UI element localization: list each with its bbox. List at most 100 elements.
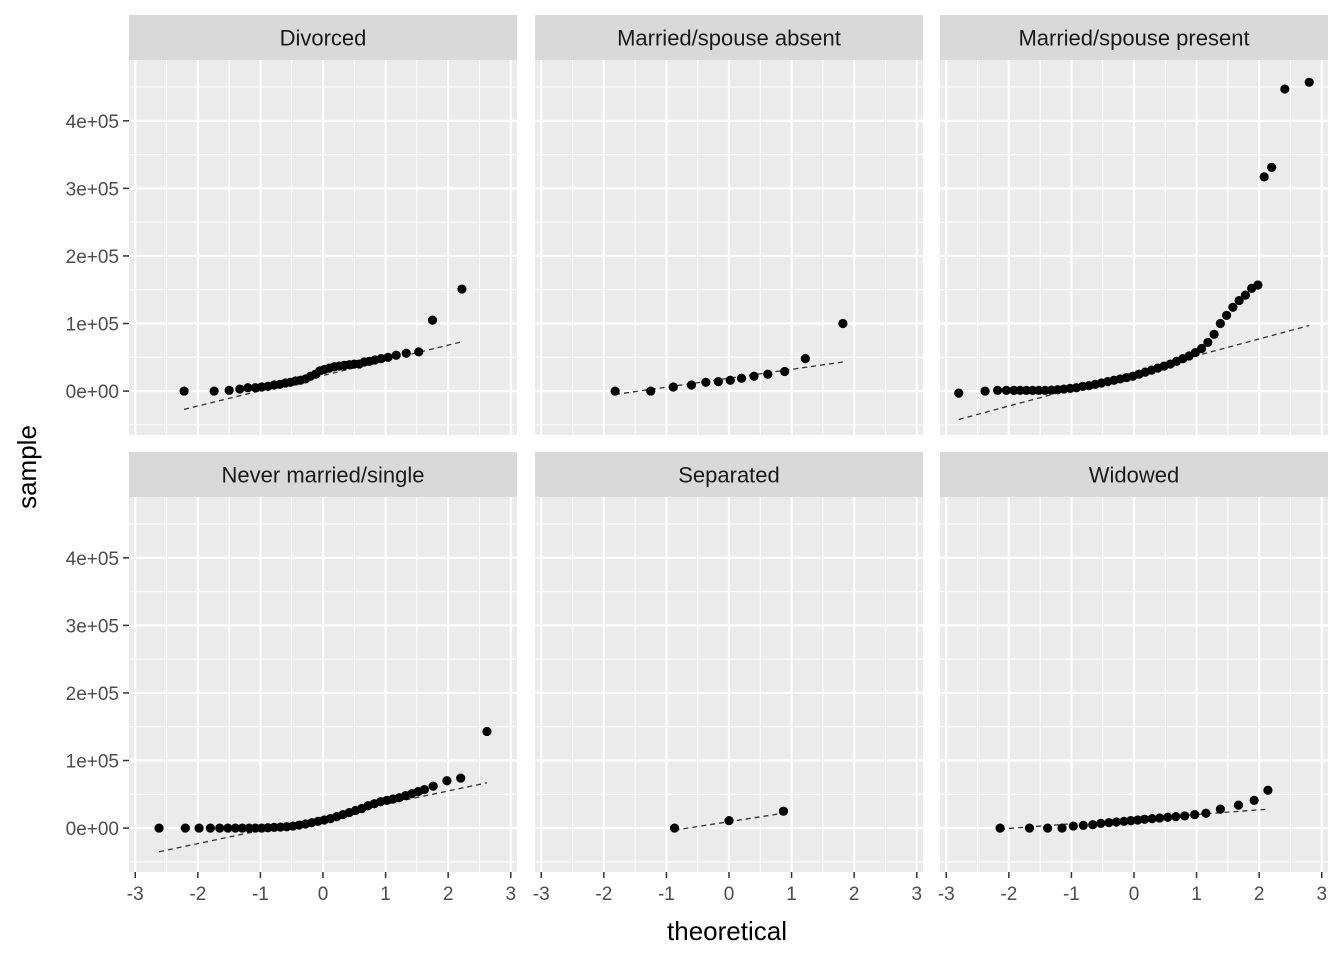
qq-point	[1068, 821, 1078, 831]
qq-point	[686, 380, 697, 390]
qq-point	[243, 383, 253, 393]
qq-point	[1234, 295, 1244, 306]
qq-point	[646, 386, 656, 396]
qq-point	[1209, 329, 1219, 339]
qq-point	[954, 388, 964, 398]
x-tick-label: -3	[938, 884, 955, 905]
qq-point	[1180, 811, 1190, 821]
x-tick-label: -3	[127, 884, 144, 905]
facet-strip	[535, 15, 923, 60]
x-tick-label: -1	[252, 884, 269, 905]
qq-point	[401, 348, 411, 358]
facet-strip	[535, 452, 923, 497]
qq-point	[456, 773, 466, 783]
qq-point	[992, 385, 1003, 396]
y-tick-label: 2e+05	[66, 247, 119, 268]
qq-point	[194, 823, 204, 833]
qq-point	[237, 823, 247, 833]
qq-point	[780, 366, 790, 377]
qq-point	[1233, 800, 1244, 810]
y-tick-label: 1e+05	[66, 315, 119, 336]
x-tick-label: 3	[1316, 884, 1327, 905]
qq-point	[736, 373, 747, 383]
facet-strip-label: Married/spouse present	[1018, 26, 1249, 51]
qq-point	[610, 386, 620, 396]
qq-point	[1228, 302, 1238, 312]
qq-point	[223, 823, 233, 833]
qq-point	[1240, 290, 1250, 300]
qq-point	[668, 382, 678, 392]
y-tick-label: 4e+05	[66, 112, 119, 133]
x-tick-label: 2	[849, 884, 860, 905]
qq-point	[1104, 818, 1114, 828]
facet-panel: Married/spouse present	[940, 15, 1328, 435]
qq-point	[800, 354, 810, 364]
y-tick-label: 0e+00	[66, 382, 119, 403]
x-tick-label: -1	[658, 884, 675, 905]
qq-point	[414, 347, 424, 357]
qq-point	[427, 315, 438, 325]
x-tick-label: 1	[1191, 884, 1202, 905]
y-tick-label: 3e+05	[66, 616, 119, 637]
panels-layer: Divorced Married/spouse absent Married/spo…	[129, 15, 1328, 872]
qq-point	[180, 823, 190, 833]
x-tick-label: 0	[724, 884, 735, 905]
qq-point	[778, 806, 789, 816]
y-tick-label: 3e+05	[66, 179, 119, 200]
facet-panel: Divorced	[129, 15, 517, 435]
qq-point	[230, 823, 240, 833]
qq-point	[428, 781, 438, 791]
facet-strip-label: Never married/single	[222, 463, 425, 488]
qq-point	[442, 776, 452, 786]
qq-point	[724, 816, 734, 826]
qq-point	[763, 369, 773, 379]
qq-point	[235, 384, 245, 394]
qq-point	[995, 823, 1005, 833]
qq-point	[1096, 818, 1106, 828]
qq-point	[224, 385, 234, 396]
qq-point	[1215, 804, 1225, 814]
qq-point	[838, 318, 848, 329]
qq-point	[1203, 337, 1213, 348]
x-tick-label: 3	[911, 884, 922, 905]
qq-point	[1126, 816, 1136, 826]
x-tick-label: 0	[318, 884, 329, 905]
qq-point	[713, 377, 723, 387]
x-tick-label: 0	[1129, 884, 1140, 905]
qq-point	[179, 386, 189, 396]
facet-panel: Widowed	[940, 452, 1328, 872]
qq-point	[1171, 811, 1181, 822]
qq-point	[376, 354, 386, 364]
qq-point	[1147, 814, 1157, 824]
qq-point	[1133, 815, 1143, 825]
y-tick-label: 2e+05	[66, 684, 119, 705]
qq-point	[1057, 823, 1067, 833]
facet-panel: Separated	[535, 452, 923, 872]
qq-point	[1155, 813, 1165, 823]
qq-point	[1088, 820, 1098, 830]
qq-point	[391, 350, 401, 360]
qq-point	[1201, 808, 1211, 818]
qq-point	[1253, 280, 1263, 290]
facet-strip-label: Divorced	[280, 26, 367, 51]
qq-point	[1263, 785, 1273, 795]
x-tick-label: -2	[595, 884, 612, 905]
facet-strip-label: Separated	[678, 463, 780, 488]
x-tick-label: 2	[443, 884, 454, 905]
facet-strip-label: Married/spouse absent	[617, 26, 841, 51]
qq-point	[701, 377, 711, 387]
qq-point	[1024, 823, 1035, 833]
x-tick-label: 3	[505, 884, 516, 905]
qq-point	[1078, 820, 1088, 830]
x-axis-title: theoretical	[667, 916, 787, 946]
qq-point	[1215, 318, 1225, 329]
x-tick-label: 1	[786, 884, 797, 905]
y-axis-title: sample	[12, 425, 42, 509]
facet-panel: Never married/single	[129, 452, 517, 872]
qq-point	[215, 823, 225, 833]
facet-strip	[129, 15, 517, 60]
qq-point	[1111, 817, 1122, 827]
qq-point	[419, 784, 429, 795]
qq-point	[154, 823, 164, 833]
qq-point	[1304, 77, 1314, 87]
